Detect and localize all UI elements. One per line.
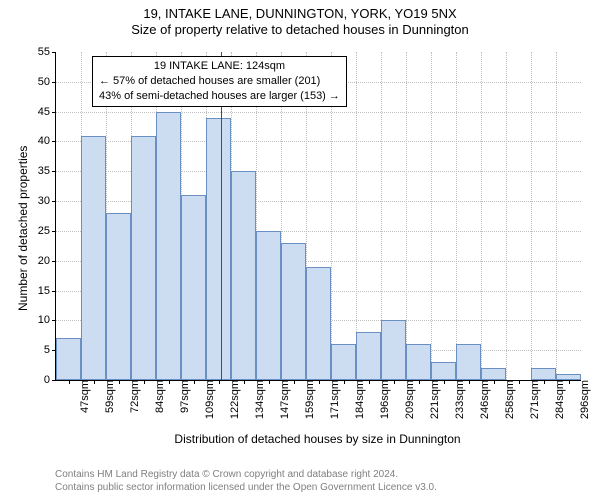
x-tick-mark bbox=[494, 380, 495, 384]
y-axis-label: Number of detached properties bbox=[16, 146, 30, 311]
x-tick-label: 221sqm bbox=[423, 380, 441, 419]
x-tick-mark bbox=[244, 380, 245, 384]
x-tick-mark bbox=[294, 380, 295, 384]
gridline-h bbox=[56, 112, 581, 113]
histogram-bar bbox=[131, 136, 156, 381]
histogram-bar bbox=[306, 267, 331, 380]
x-tick-label: 258sqm bbox=[498, 380, 516, 419]
histogram-bar bbox=[56, 338, 81, 380]
x-tick-label: 134sqm bbox=[248, 380, 266, 419]
x-tick-mark bbox=[519, 380, 520, 384]
y-tick-label: 45 bbox=[38, 106, 56, 118]
x-tick-mark bbox=[394, 380, 395, 384]
x-tick-label: 271sqm bbox=[523, 380, 541, 419]
x-tick-label: 296sqm bbox=[573, 380, 591, 419]
gridline-v bbox=[431, 52, 432, 380]
histogram-bar bbox=[431, 362, 456, 380]
histogram-bar bbox=[281, 243, 306, 380]
histogram-bar bbox=[331, 344, 356, 380]
y-tick-label: 55 bbox=[38, 46, 56, 58]
histogram-bar bbox=[256, 231, 281, 380]
x-tick-label: 47sqm bbox=[73, 380, 91, 413]
x-tick-label: 171sqm bbox=[323, 380, 341, 419]
y-tick-label: 35 bbox=[38, 165, 56, 177]
x-tick-label: 59sqm bbox=[98, 380, 116, 413]
x-axis-label: Distribution of detached houses by size … bbox=[55, 432, 580, 446]
x-tick-label: 209sqm bbox=[398, 380, 416, 419]
histogram-bar bbox=[381, 320, 406, 380]
histogram-bar bbox=[106, 213, 131, 380]
x-tick-mark bbox=[194, 380, 195, 384]
callout-line: 19 INTAKE LANE: 124sqm bbox=[99, 59, 340, 74]
histogram-bar bbox=[531, 368, 556, 380]
copyright-line-1: Contains HM Land Registry data © Crown c… bbox=[55, 468, 437, 481]
histogram-bar bbox=[231, 171, 256, 380]
y-tick-label: 20 bbox=[38, 255, 56, 267]
callout-line: 43% of semi-detached houses are larger (… bbox=[99, 89, 340, 104]
gridline-v bbox=[356, 52, 357, 380]
y-tick-label: 40 bbox=[38, 135, 56, 147]
gridline-v bbox=[531, 52, 532, 380]
y-tick-label: 30 bbox=[38, 195, 56, 207]
y-tick-label: 50 bbox=[38, 76, 56, 88]
gridline-v bbox=[406, 52, 407, 380]
x-tick-label: 284sqm bbox=[548, 380, 566, 419]
x-tick-label: 84sqm bbox=[148, 380, 166, 413]
x-tick-label: 246sqm bbox=[473, 380, 491, 419]
copyright-notice: Contains HM Land Registry data © Crown c… bbox=[55, 468, 437, 494]
x-tick-mark bbox=[544, 380, 545, 384]
x-tick-mark bbox=[69, 380, 70, 384]
gridline-v bbox=[506, 52, 507, 380]
callout-line: ← 57% of detached houses are smaller (20… bbox=[99, 74, 340, 89]
x-tick-label: 184sqm bbox=[348, 380, 366, 419]
histogram-bar bbox=[456, 344, 481, 380]
histogram-plot: 051015202530354045505547sqm59sqm72sqm84s… bbox=[55, 52, 581, 381]
x-tick-label: 147sqm bbox=[273, 380, 291, 419]
gridline-v bbox=[456, 52, 457, 380]
x-tick-mark bbox=[419, 380, 420, 384]
x-tick-label: 159sqm bbox=[298, 380, 316, 419]
histogram-bar bbox=[181, 195, 206, 380]
gridline-v bbox=[481, 52, 482, 380]
y-tick-label: 25 bbox=[38, 225, 56, 237]
x-tick-mark bbox=[444, 380, 445, 384]
histogram-bar bbox=[156, 112, 181, 380]
histogram-bar bbox=[81, 136, 106, 381]
histogram-bar bbox=[356, 332, 381, 380]
x-tick-label: 97sqm bbox=[173, 380, 191, 413]
x-tick-mark bbox=[469, 380, 470, 384]
x-tick-mark bbox=[144, 380, 145, 384]
histogram-bar bbox=[406, 344, 431, 380]
x-tick-mark bbox=[344, 380, 345, 384]
copyright-line-2: Contains public sector information licen… bbox=[55, 481, 437, 494]
x-tick-mark bbox=[319, 380, 320, 384]
x-tick-mark bbox=[219, 380, 220, 384]
y-tick-label: 0 bbox=[44, 374, 56, 386]
x-tick-mark bbox=[94, 380, 95, 384]
y-tick-label: 10 bbox=[38, 314, 56, 326]
x-tick-mark bbox=[369, 380, 370, 384]
x-tick-mark bbox=[269, 380, 270, 384]
page-title-2: Size of property relative to detached ho… bbox=[0, 21, 600, 37]
histogram-bar bbox=[206, 118, 231, 380]
histogram-bar bbox=[481, 368, 506, 380]
gridline-v bbox=[556, 52, 557, 380]
property-callout: 19 INTAKE LANE: 124sqm← 57% of detached … bbox=[92, 56, 347, 107]
y-tick-label: 15 bbox=[38, 285, 56, 297]
x-tick-mark bbox=[569, 380, 570, 384]
x-tick-label: 233sqm bbox=[448, 380, 466, 419]
page-title-1: 19, INTAKE LANE, DUNNINGTON, YORK, YO19 … bbox=[0, 0, 600, 21]
x-tick-mark bbox=[119, 380, 120, 384]
x-tick-label: 72sqm bbox=[123, 380, 141, 413]
x-tick-label: 109sqm bbox=[198, 380, 216, 419]
y-tick-label: 5 bbox=[44, 344, 56, 356]
x-tick-mark bbox=[169, 380, 170, 384]
x-tick-label: 196sqm bbox=[373, 380, 391, 419]
x-tick-label: 122sqm bbox=[223, 380, 241, 419]
